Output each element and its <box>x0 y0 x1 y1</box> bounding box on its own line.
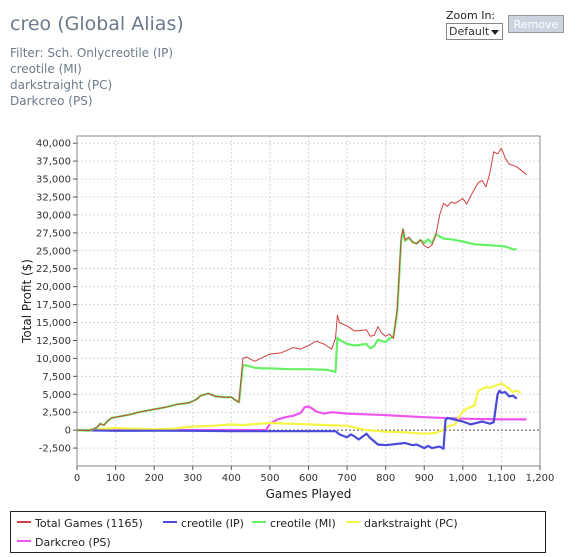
y-tick-label: 20,000 <box>36 282 71 293</box>
y-tick-label: 2,500 <box>42 408 71 419</box>
chevron-down-icon[interactable] <box>491 30 499 35</box>
y-tick-label: 5,000 <box>42 390 71 401</box>
x-tick-label: 600 <box>299 473 318 484</box>
y-tick-label: 7,500 <box>42 372 71 383</box>
x-tick-label: 200 <box>145 473 164 484</box>
y-tick-label: 15,000 <box>36 318 71 329</box>
x-tick-label: 400 <box>222 473 241 484</box>
x-tick-label: 800 <box>376 473 395 484</box>
x-tick-label: 700 <box>338 473 357 484</box>
zoom-select-value: Default <box>449 25 490 38</box>
y-tick-label: 17,500 <box>36 300 71 311</box>
y-tick-label: 27,500 <box>36 228 71 239</box>
page-title: creo (Global Alias) <box>10 13 184 35</box>
y-tick-label: 0 <box>65 426 71 437</box>
y-tick-label: 25,000 <box>36 246 71 257</box>
filter-line: Darkcreo (PS) <box>10 94 93 108</box>
y-tick-label: 35,000 <box>36 175 71 186</box>
x-tick-label: 1,000 <box>449 473 478 484</box>
filter-line: Filter: Sch. Onlycreotile (IP) <box>10 46 174 60</box>
legend-item-total: Total Games (1165) <box>17 517 143 530</box>
legend-swatch-mi <box>252 521 266 523</box>
profit-chart: 0 100 200 300 400 500 600 700 800 900 1,000 1,100 1,… <box>20 135 555 501</box>
x-tick-label: 300 <box>183 473 202 484</box>
y-tick-label: 32,500 <box>36 192 71 203</box>
y-tick-label: 12,500 <box>36 336 71 347</box>
x-tick-label: 1,200 <box>526 473 555 484</box>
x-tick-label: 500 <box>260 473 279 484</box>
legend-label-pc: darkstraight (PC) <box>364 517 458 530</box>
x-tick-label: 100 <box>106 473 125 484</box>
legend-item-ip: creotile (IP) <box>163 517 244 530</box>
series-line-ip <box>76 389 518 450</box>
remove-button[interactable]: Remove <box>508 15 564 33</box>
filter-list: Filter: Sch. Onlycreotile (IP) creotile … <box>10 45 173 109</box>
x-axis-label: Games Played <box>266 487 352 501</box>
y-tick-label: 30,000 <box>36 210 71 221</box>
legend-swatch-total <box>17 521 31 523</box>
x-tick-label: 900 <box>415 473 434 484</box>
legend-label-ip: creotile (IP) <box>181 517 244 530</box>
y-tick-label: 37,500 <box>36 157 71 168</box>
legend-label-mi: creotile (MI) <box>270 517 336 530</box>
legend-item-ps: Darkcreo (PS) <box>17 536 111 549</box>
y-tick-label: 22,500 <box>36 264 71 275</box>
legend-swatch-ps <box>17 540 31 542</box>
y-tick-label: 10,000 <box>36 354 71 365</box>
zoom-label: Zoom In: <box>446 9 496 22</box>
legend-item-mi: creotile (MI) <box>252 517 336 530</box>
filter-line: darkstraight (PC) <box>10 78 113 92</box>
filter-line: creotile (MI) <box>10 62 82 76</box>
chart-legend: Total Games (1165) creotile (IP) creotil… <box>10 511 546 553</box>
x-tick-label: 0 <box>74 473 80 484</box>
legend-label-total: Total Games (1165) <box>35 517 143 530</box>
legend-label-ps: Darkcreo (PS) <box>35 536 111 549</box>
y-tick-label: -2,500 <box>39 444 71 455</box>
x-tick-label: 1,100 <box>487 473 516 484</box>
zoom-select[interactable]: Default <box>446 23 503 40</box>
legend-item-pc: darkstraight (PC) <box>346 517 458 530</box>
legend-swatch-ip <box>163 521 177 523</box>
series-line-total <box>76 147 527 432</box>
legend-swatch-pc <box>346 521 360 523</box>
y-axis-label: Total Profit ($) <box>20 259 34 344</box>
y-tick-label: 40,000 <box>36 139 71 150</box>
series-line-pc <box>76 382 522 435</box>
